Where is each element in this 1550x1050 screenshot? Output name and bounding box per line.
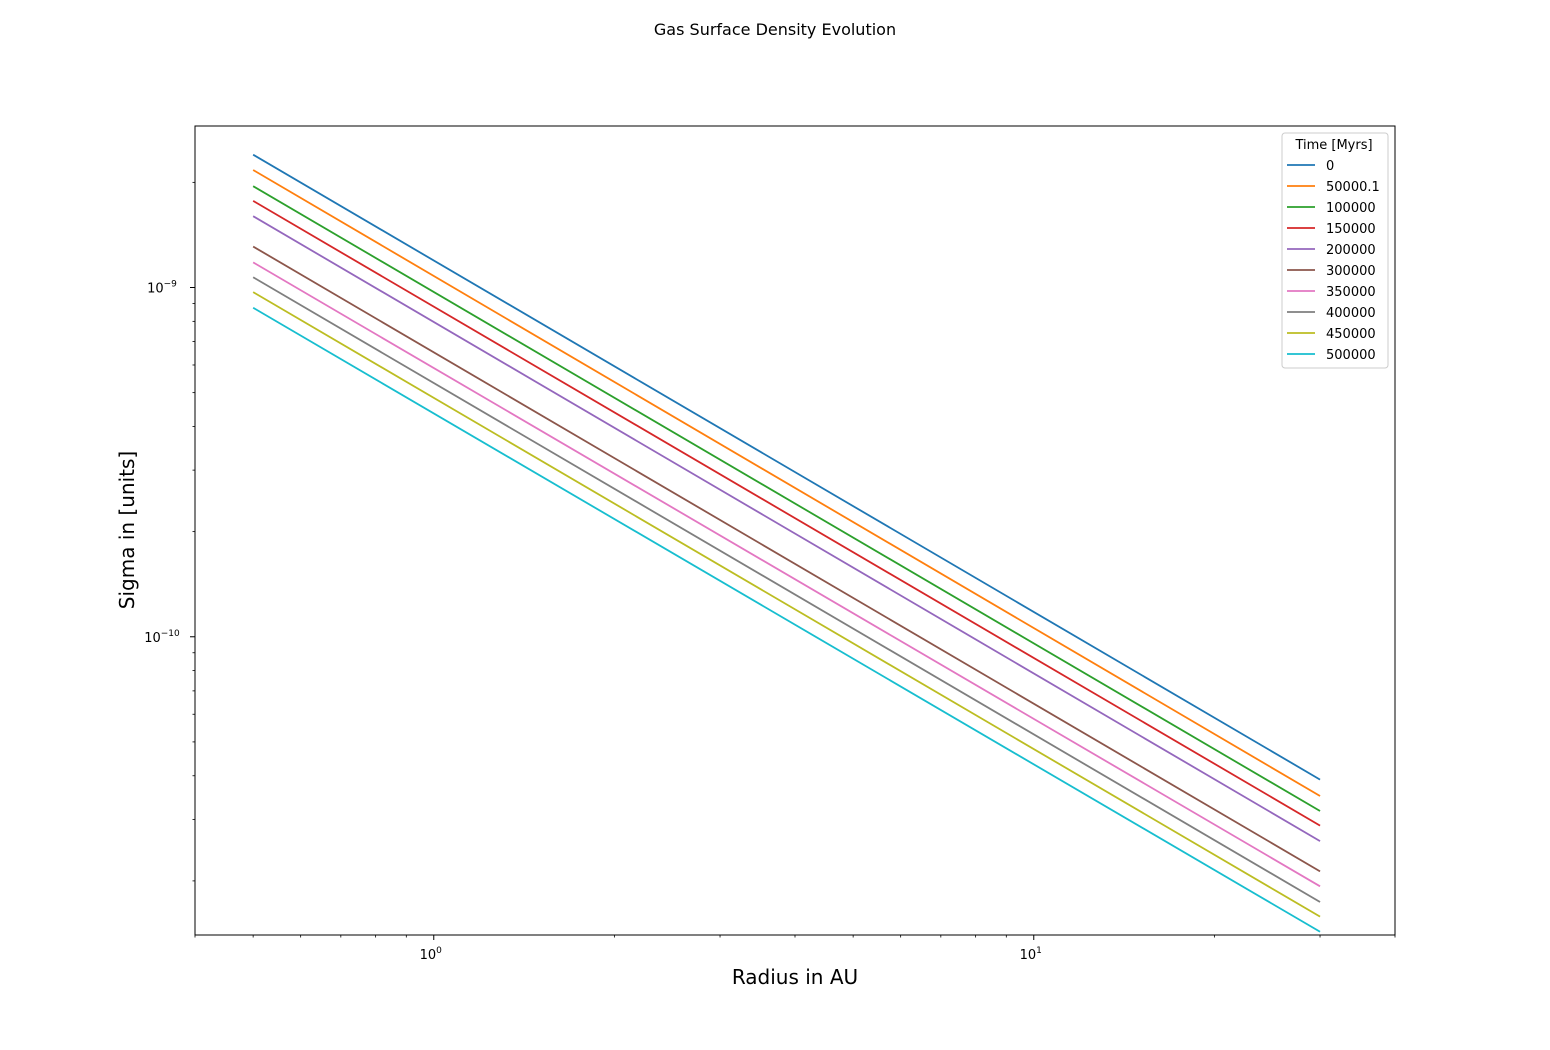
x-axis-ticks: 100 101 xyxy=(194,935,1396,963)
legend-label: 350000 xyxy=(1326,285,1376,300)
series-line-9 xyxy=(252,306,1321,933)
series-line-5 xyxy=(252,245,1321,873)
y-tick-label: 10−9 xyxy=(147,280,177,297)
legend-label: 200000 xyxy=(1326,243,1376,258)
series-line-4 xyxy=(252,215,1321,842)
x-tick-label: 101 xyxy=(1020,946,1042,963)
x-axis-label: Radius in AU xyxy=(732,965,858,989)
legend-box xyxy=(1281,132,1389,369)
legend-label: 100000 xyxy=(1326,201,1376,216)
y-tick-label: 10−10 xyxy=(144,629,180,646)
series-line-0 xyxy=(252,153,1321,781)
plot-frame xyxy=(194,125,1396,936)
series-line-6 xyxy=(252,261,1321,888)
legend-label: 500000 xyxy=(1326,348,1376,363)
legend-items: 0 50000.1 100000 150000 200000 300000 350000 40… xyxy=(1287,159,1380,363)
legend: Time [Myrs] 0 50000.1 100000 150000 200000 30… xyxy=(1281,132,1389,369)
series-line-1 xyxy=(252,169,1321,797)
series-line-3 xyxy=(252,200,1321,827)
legend-label: 150000 xyxy=(1326,222,1376,237)
series-line-8 xyxy=(252,291,1321,918)
y-axis-ticks: 10−10 10−9 xyxy=(144,181,195,882)
legend-label: 300000 xyxy=(1326,264,1376,279)
chart-title: Gas Surface Density Evolution xyxy=(654,20,896,39)
legend-title: Time [Myrs] xyxy=(1294,138,1372,153)
legend-label: 400000 xyxy=(1326,306,1376,321)
y-axis-label: Sigma in [units] xyxy=(115,451,139,609)
series-layer xyxy=(252,153,1321,933)
legend-label: 450000 xyxy=(1326,327,1376,342)
legend-label: 0 xyxy=(1326,159,1334,174)
x-tick-label: 100 xyxy=(420,946,443,963)
plot-area: 100 101 10−10 10−9 xyxy=(144,125,1396,963)
series-line-2 xyxy=(252,185,1321,812)
series-line-7 xyxy=(252,276,1321,903)
legend-label: 50000.1 xyxy=(1326,180,1380,195)
